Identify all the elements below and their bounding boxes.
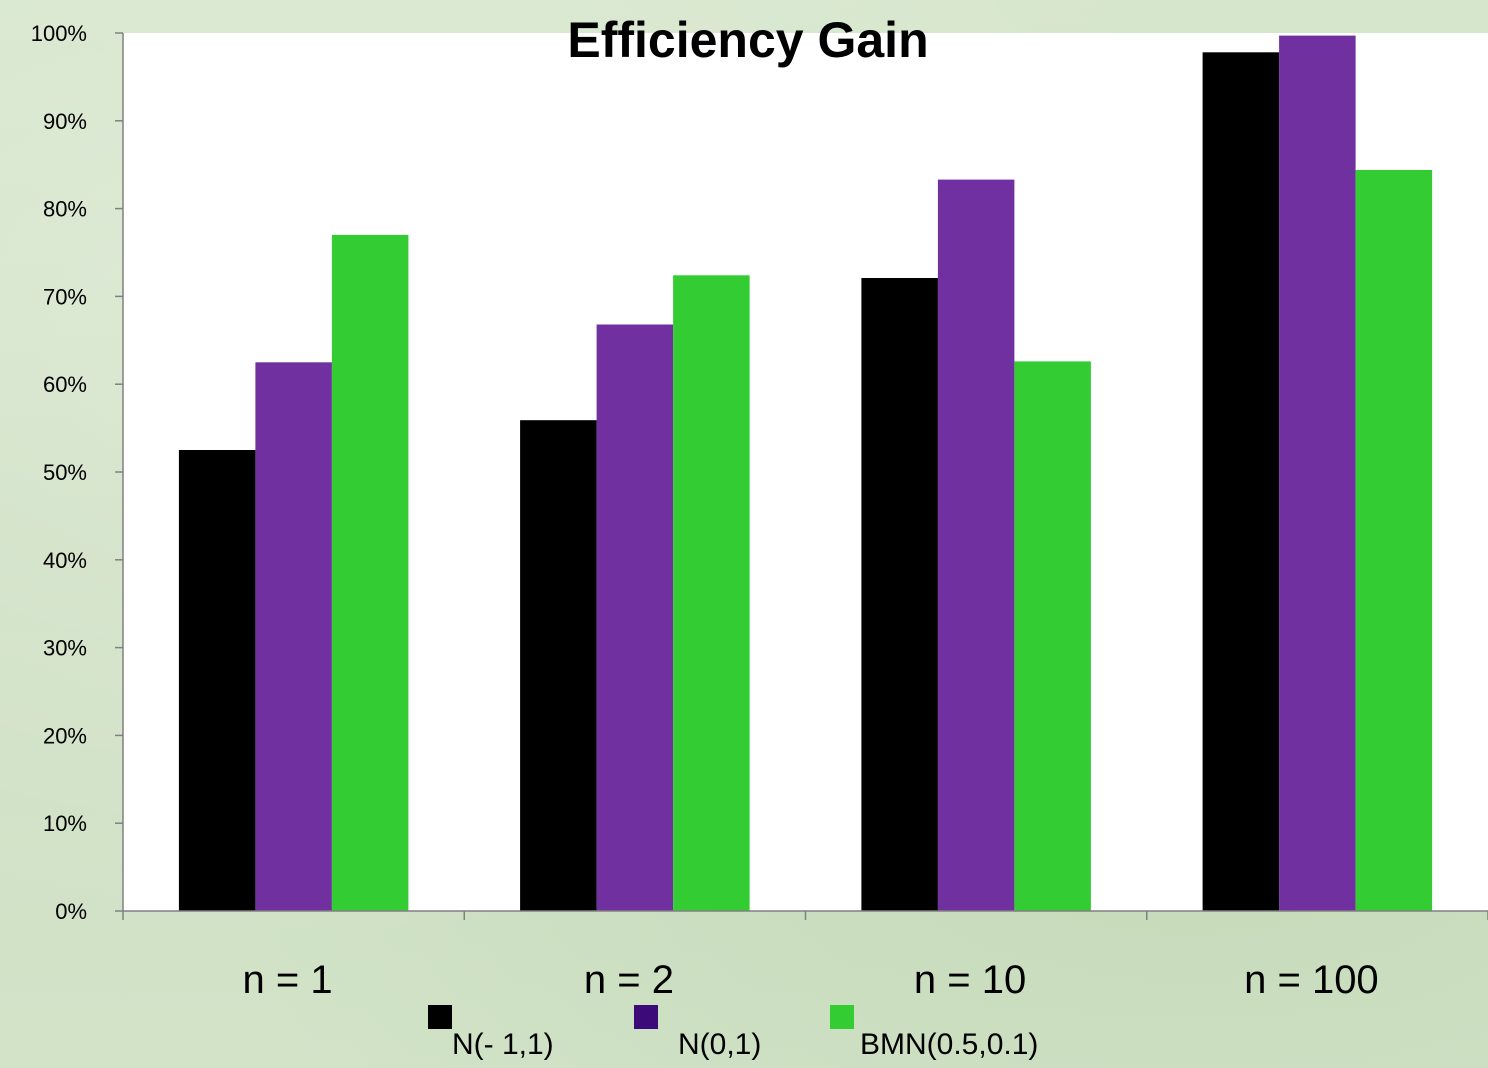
bar-3-1 (331, 234, 409, 911)
bar-2-1 (255, 362, 332, 912)
bar-3-2 (673, 275, 750, 911)
x-category-label: n = 2 (584, 958, 674, 1002)
bar-2-2 (596, 324, 674, 911)
y-tick-label: 0% (55, 899, 87, 924)
legend-swatch (634, 1005, 658, 1029)
bar-3-3 (1014, 361, 1091, 911)
y-tick-label: 20% (43, 723, 87, 748)
bar-3-4 (1355, 170, 1433, 911)
y-tick-label: 10% (43, 811, 87, 836)
bar-1-2 (520, 420, 597, 911)
bar-2-3 (937, 179, 1015, 912)
bar-1-1 (178, 450, 256, 911)
y-tick-label: 50% (43, 460, 87, 485)
x-category-label: n = 1 (243, 958, 333, 1002)
bar-1-3 (861, 278, 938, 911)
legend-label: N(- 1,1) (452, 1028, 554, 1061)
legend-swatch (428, 1005, 452, 1029)
y-tick-label: 90% (43, 109, 87, 134)
y-tick-label: 30% (43, 636, 87, 661)
legend-label: BMN(0.5,0.1) (860, 1028, 1039, 1061)
legend-label: N(0,1) (678, 1028, 762, 1061)
y-tick-label: 70% (43, 284, 87, 309)
y-tick-label: 40% (43, 548, 87, 573)
x-category-label: n = 100 (1244, 958, 1379, 1002)
y-tick-label: 80% (43, 197, 87, 222)
x-category-label: n = 10 (914, 958, 1026, 1002)
y-tick-label: 60% (43, 372, 87, 397)
chart-title: Efficiency Gain (567, 12, 929, 68)
legend-swatch (830, 1005, 854, 1029)
bar-1-4 (1202, 52, 1280, 912)
legend: N(- 1,1) N(0,1) BMN(0.5,0.1) (0, 1005, 1488, 1068)
bar-2-4 (1279, 35, 1356, 912)
y-tick-label: 100% (31, 21, 87, 46)
